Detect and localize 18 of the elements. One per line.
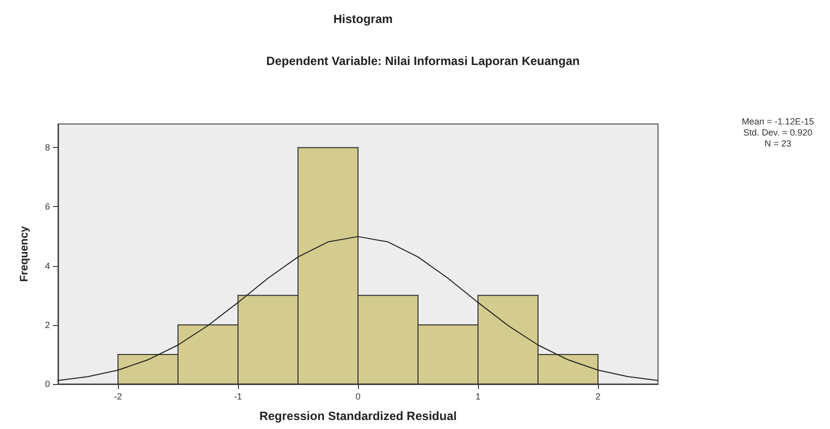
y-tick-label: 6 [44,202,50,212]
text: Mean = -1.12E-15 [742,116,814,126]
x-tick-label: 0 [355,392,361,402]
text: N = 23 [764,138,792,148]
x-tick-label: 2 [595,392,601,402]
y-tick-label: 2 [44,320,50,330]
y-tick-label: 8 [44,142,50,153]
line-series [58,236,658,381]
x-tick-label: -2 [114,392,122,402]
chart-subtitle: Dependent Variable: Nilai Informasi Laporan Keuangan [266,54,580,68]
y-tick-label: 0 [44,379,50,389]
y-axis-title: Frequency [18,225,30,282]
text: Std. Dev. = 0.920 [743,128,812,138]
y-tick-label: 4 [44,260,50,271]
x-axis-title: Regression Standardized Residual [259,409,457,423]
x-tick-label: 1 [475,392,481,402]
x-tick-label: -1 [234,392,242,402]
chart-title: Histogram [333,12,393,26]
